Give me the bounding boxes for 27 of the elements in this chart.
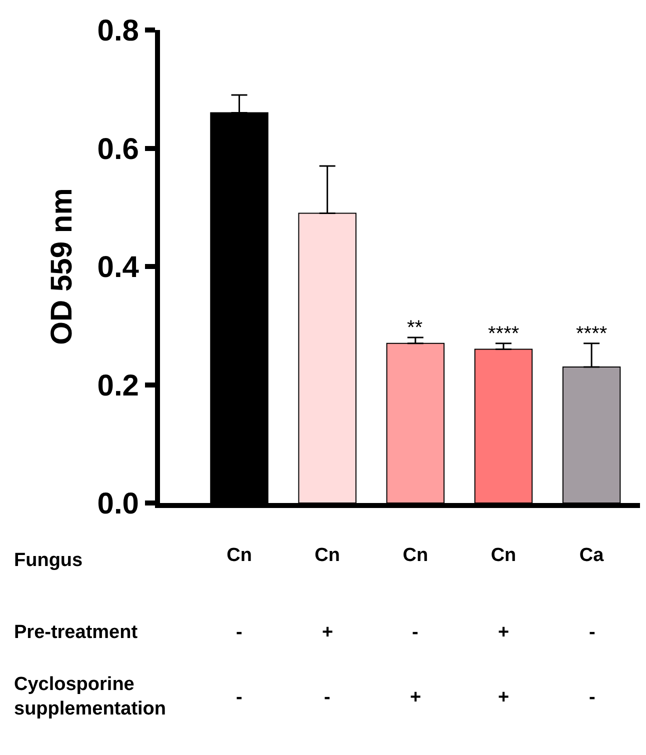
text: - [589,687,596,708]
x-tick-label: Cn [226,544,252,566]
text: + [410,687,422,708]
y-axis-title: OD 559 nm [45,188,78,345]
x-tick-label: Cn [314,544,340,566]
text: Cyclosporine supplementation [14,674,166,720]
text: - [324,687,330,708]
y-tick-label: 0.0 [97,488,139,520]
y-tick-label: 0.4 [97,251,140,284]
y-tick-label: 0.2 [97,369,139,402]
y-tick-label: 0.8 [97,14,139,48]
text: - [236,687,242,708]
data-label: **** [576,323,608,345]
text: Fungus [14,550,83,571]
data-label: **** [488,323,520,345]
x-tick-label: Cn [490,544,516,566]
x-tick-label: Cn [402,544,428,566]
y-tick-label: 0.6 [97,132,139,166]
text: + [498,622,510,643]
data-label: ** [407,317,423,339]
text: - [236,622,242,643]
text: + [322,622,334,643]
text: - [589,622,596,643]
text: Pre-treatment [14,622,138,643]
text: + [498,687,510,708]
x-tick-label: Ca [579,544,604,566]
text: - [412,622,418,643]
